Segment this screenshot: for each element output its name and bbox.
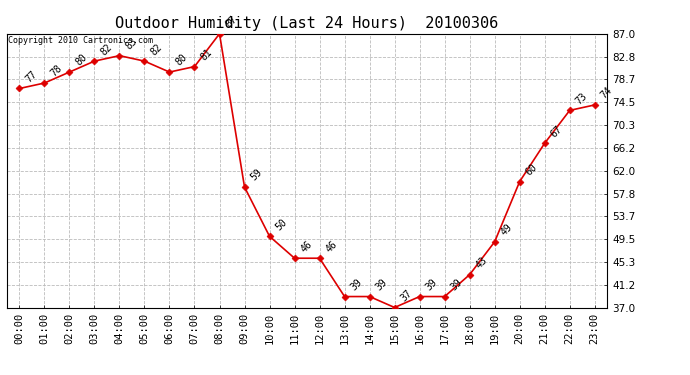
Title: Outdoor Humidity (Last 24 Hours)  20100306: Outdoor Humidity (Last 24 Hours) 2010030…	[115, 16, 499, 31]
Text: 39: 39	[348, 277, 364, 292]
Text: 59: 59	[248, 168, 264, 183]
Text: 39: 39	[424, 277, 439, 292]
Text: 49: 49	[499, 222, 514, 238]
Text: 77: 77	[23, 69, 39, 84]
Text: 80: 80	[74, 53, 89, 68]
Text: 46: 46	[324, 238, 339, 254]
Text: 67: 67	[549, 124, 564, 139]
Text: 73: 73	[574, 91, 589, 106]
Text: 83: 83	[124, 36, 139, 51]
Text: 39: 39	[448, 277, 464, 292]
Text: 82: 82	[148, 42, 164, 57]
Text: 82: 82	[99, 42, 114, 57]
Text: 46: 46	[299, 238, 314, 254]
Text: Copyright 2010 Cartronics.com: Copyright 2010 Cartronics.com	[8, 36, 153, 45]
Text: 74: 74	[599, 86, 614, 101]
Text: 60: 60	[524, 162, 539, 177]
Text: 81: 81	[199, 47, 214, 62]
Text: 43: 43	[474, 255, 489, 270]
Text: 37: 37	[399, 288, 414, 303]
Text: 50: 50	[274, 217, 289, 232]
Text: 87: 87	[224, 14, 239, 30]
Text: 80: 80	[174, 53, 189, 68]
Text: 78: 78	[48, 63, 64, 79]
Text: 39: 39	[374, 277, 389, 292]
